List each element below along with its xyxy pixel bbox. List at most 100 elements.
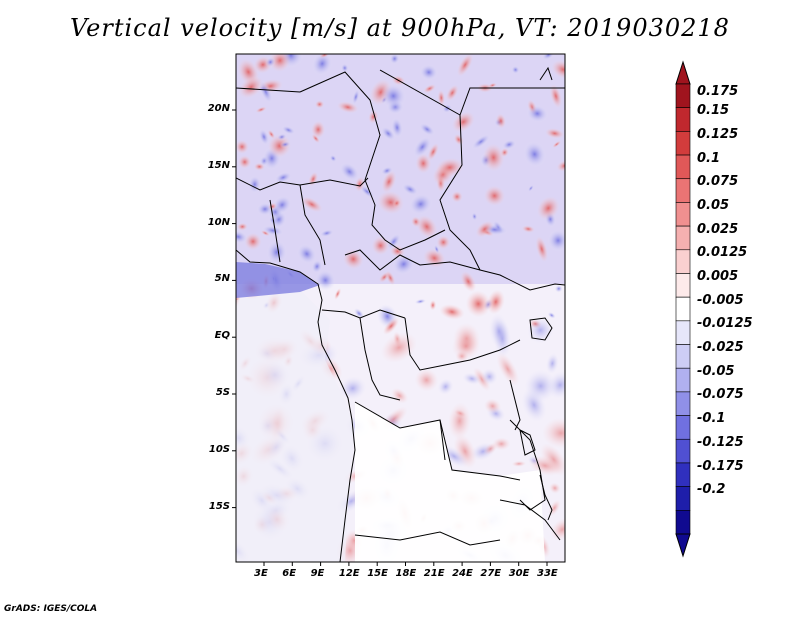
updraft-patch bbox=[269, 54, 291, 72]
downdraft-patch bbox=[471, 212, 478, 221]
updraft-patch bbox=[255, 106, 267, 113]
downdraft-patch bbox=[319, 229, 334, 238]
colorbar-label: 0.05 bbox=[697, 197, 730, 213]
lon-tick-label: 33E bbox=[537, 568, 558, 579]
updraft-patch bbox=[423, 84, 436, 93]
colorbar-label: -0.125 bbox=[697, 434, 744, 450]
downdraft-patch bbox=[524, 369, 558, 403]
downdraft-patch bbox=[380, 166, 394, 176]
downdraft-patch bbox=[480, 368, 498, 386]
colorbar-label: 0.15 bbox=[697, 103, 730, 119]
lon-tick-label: 15E bbox=[367, 568, 388, 579]
updraft-patch bbox=[414, 368, 439, 392]
updraft-patch bbox=[429, 300, 437, 311]
downdraft-patch bbox=[314, 269, 336, 291]
downdraft-patch bbox=[414, 298, 427, 305]
updraft-patch bbox=[451, 111, 475, 133]
lat-tick-label: 10S bbox=[208, 443, 230, 455]
colorbar-swatch bbox=[675, 415, 691, 440]
downdraft-patch bbox=[266, 239, 288, 265]
downdraft-patch bbox=[386, 233, 402, 250]
updraft-patch bbox=[448, 402, 472, 440]
downdraft-patch bbox=[392, 253, 416, 276]
downdraft-patch bbox=[311, 259, 323, 274]
updraft-patch bbox=[535, 236, 549, 263]
colorbar-label: -0.025 bbox=[697, 340, 744, 356]
downdraft-patch bbox=[419, 64, 439, 81]
lat-tick-label: 10N bbox=[207, 216, 230, 228]
updraft-patch bbox=[437, 89, 446, 106]
atlantic-ocean bbox=[236, 290, 355, 562]
lon-tick-label: 27E bbox=[480, 568, 502, 579]
colorbar-min-arrow bbox=[675, 533, 691, 558]
downdraft-patch bbox=[511, 65, 520, 74]
colorbar-swatch bbox=[675, 296, 691, 322]
updraft-patch bbox=[390, 245, 405, 258]
lat-tick-label: 20N bbox=[207, 103, 230, 114]
updraft-patch bbox=[549, 482, 561, 494]
downdraft-patch bbox=[554, 284, 563, 293]
downdraft-patch bbox=[462, 372, 482, 385]
downdraft-patch bbox=[523, 141, 547, 168]
colorbar-swatch bbox=[675, 486, 691, 511]
downdraft-patch bbox=[547, 229, 565, 252]
colorbar-swatch bbox=[675, 154, 691, 180]
downdraft-patch bbox=[296, 243, 317, 265]
colorbar-label: 0.025 bbox=[697, 221, 739, 237]
lon-tick-label: 3E bbox=[254, 568, 268, 579]
chart-title: Vertical velocity [m/s] at 900hPa, VT: 2… bbox=[70, 14, 730, 42]
updraft-patch bbox=[496, 352, 520, 386]
updraft-patch bbox=[267, 202, 278, 211]
updraft-patch bbox=[457, 54, 474, 77]
downdraft-patch bbox=[526, 104, 549, 123]
updraft-patch bbox=[446, 84, 459, 102]
updraft-patch bbox=[253, 162, 265, 171]
downdraft-patch bbox=[236, 229, 248, 244]
downdraft-patch bbox=[279, 140, 292, 149]
downdraft-patch bbox=[401, 183, 419, 196]
lat-tick-label: 15S bbox=[208, 500, 230, 512]
colorbar-max-arrow bbox=[675, 60, 691, 85]
colorbar-swatch bbox=[675, 131, 691, 156]
updraft-patch bbox=[238, 76, 264, 99]
gulf-of-guinea bbox=[236, 262, 320, 298]
colorbar-label: -0.05 bbox=[697, 363, 735, 379]
lon-tick-label: 12E bbox=[338, 568, 360, 579]
updraft-patch bbox=[482, 143, 505, 172]
updraft-patch bbox=[460, 271, 477, 292]
downdraft-patch bbox=[501, 139, 517, 150]
colorbar-swatch bbox=[675, 320, 691, 345]
updraft-patch bbox=[439, 304, 465, 320]
downdraft-patch bbox=[329, 154, 337, 163]
updraft-patch bbox=[486, 289, 505, 315]
downdraft-patch bbox=[527, 184, 534, 192]
downdraft-patch bbox=[339, 162, 360, 182]
updraft-patch bbox=[416, 215, 438, 239]
latitude-ticks bbox=[232, 109, 236, 509]
updraft-patch bbox=[301, 196, 323, 213]
colorbar-label: -0.1 bbox=[697, 411, 726, 427]
downdraft-patch bbox=[352, 88, 360, 105]
colorbar bbox=[675, 60, 691, 558]
colorbar-label: -0.175 bbox=[697, 458, 744, 474]
updraft-patch bbox=[354, 177, 365, 192]
updraft-patch bbox=[436, 235, 451, 250]
downdraft-patch bbox=[541, 54, 556, 61]
updraft-patch bbox=[244, 232, 262, 251]
lon-tick-label: 6E bbox=[282, 568, 297, 579]
downdraft-patch bbox=[380, 83, 407, 109]
downdraft-patch bbox=[437, 378, 454, 396]
updraft-patch bbox=[381, 170, 397, 193]
downdraft-patch bbox=[488, 313, 510, 350]
map-frame bbox=[235, 53, 566, 563]
updraft-patch bbox=[390, 387, 409, 404]
grads-credit: GrADS: IGES/COLA bbox=[4, 604, 98, 614]
downdraft-patch bbox=[311, 54, 333, 76]
lon-tick-label: 18E bbox=[395, 568, 417, 579]
downdraft-patch bbox=[265, 56, 276, 68]
updraft-patch bbox=[483, 442, 498, 456]
downdraft-patch bbox=[258, 80, 273, 104]
colorbar-swatch bbox=[675, 249, 691, 274]
updraft-patch bbox=[552, 140, 561, 148]
updraft-patch bbox=[311, 120, 326, 139]
